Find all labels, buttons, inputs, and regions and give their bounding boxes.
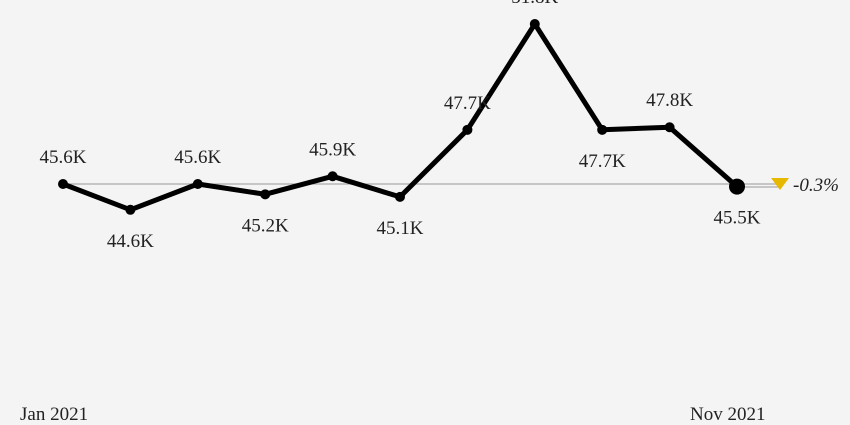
data-point	[260, 189, 271, 200]
data-label: 45.6K	[174, 147, 221, 168]
data-point	[58, 179, 68, 189]
data-label: 45.1K	[377, 218, 424, 239]
data-label: 45.9K	[309, 139, 356, 160]
data-label: 47.7K	[579, 151, 626, 172]
data-point	[395, 191, 405, 202]
data-point	[192, 179, 203, 189]
data-labels: 45.6K 44.6K 45.6K 45.2K 45.9K 45.1K 47.7K 51.8K…	[40, 0, 761, 252]
data-label: 45.6K	[40, 147, 87, 168]
data-label: 47.8K	[646, 90, 693, 111]
data-label: 44.6K	[107, 231, 154, 252]
data-point	[529, 19, 540, 30]
data-point	[462, 124, 473, 135]
data-label: 47.7K	[444, 93, 491, 114]
data-point	[125, 204, 136, 215]
data-points	[58, 19, 745, 215]
change-percent-label: -0.3%	[793, 175, 839, 196]
data-label: 45.2K	[242, 215, 289, 236]
data-label: 51.8K	[511, 0, 558, 8]
data-point	[597, 124, 608, 135]
data-point	[729, 178, 745, 195]
data-point	[327, 171, 338, 182]
x-tick-label-end: Nov 2021	[690, 404, 765, 425]
data-label: 45.5K	[714, 208, 761, 229]
x-tick-label-start: Jan 2021	[20, 404, 88, 425]
down-triangle-icon	[771, 178, 789, 190]
series-line	[60, 21, 740, 213]
data-point	[664, 122, 675, 133]
